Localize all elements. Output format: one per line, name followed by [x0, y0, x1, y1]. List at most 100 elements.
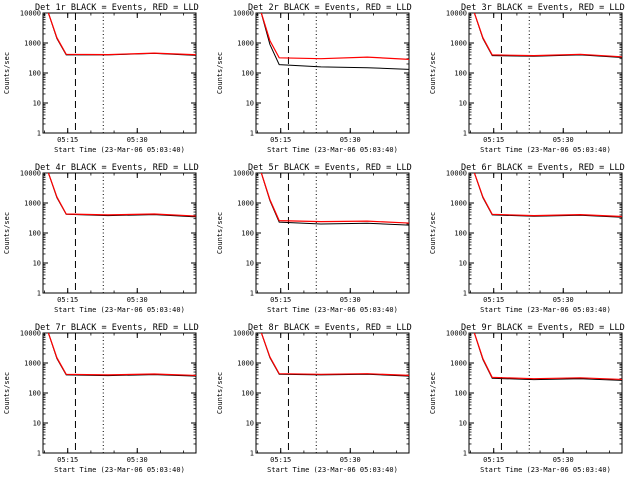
plot-area: [47, 13, 196, 133]
x-axis-label: Start Time (23-Mar-06 05:03:40): [480, 306, 611, 314]
x-axis-label: Start Time (23-Mar-06 05:03:40): [54, 306, 185, 314]
y-tick-label: 100: [454, 390, 467, 398]
y-tick-label: 10000: [446, 10, 467, 18]
x-axis-label: Start Time (23-Mar-06 05:03:40): [267, 466, 398, 474]
x-tick-label: 05:15: [270, 296, 291, 304]
x-tick-label: 05:30: [553, 456, 574, 464]
plot-frame: [468, 332, 623, 454]
y-tick-label: 100: [454, 70, 467, 78]
events-series-line: [473, 13, 622, 59]
lld-series-line: [47, 173, 196, 217]
events-series-line: [47, 13, 196, 56]
y-tick-label: 100: [28, 70, 41, 78]
x-axis-label: Start Time (23-Mar-06 05:03:40): [54, 466, 185, 474]
plot-frame: [42, 172, 197, 294]
plot-frame: [468, 172, 623, 294]
lld-series-line: [47, 333, 196, 377]
y-tick-label: 10000: [20, 10, 41, 18]
y-axis-label: Counts/sec: [216, 372, 224, 414]
panel-3: Det 3r BLACK = Events, RED = LLD 1 10 100 10…: [429, 3, 625, 154]
plot-frame: [468, 12, 623, 134]
plot-area: [260, 173, 409, 293]
panel-7: Det 7r BLACK = Events, RED = LLD 1 10 100 10…: [3, 323, 199, 474]
lld-series-line: [473, 13, 622, 58]
y-tick-label: 10: [246, 420, 254, 428]
x-axis-label: Start Time (23-Mar-06 05:03:40): [54, 146, 185, 154]
y-tick-label: 1000: [450, 40, 467, 48]
y-tick-label: 1: [250, 130, 254, 138]
x-tick-label: 05:30: [340, 136, 361, 144]
y-tick-label: 10: [459, 100, 467, 108]
y-tick-label: 1: [37, 290, 41, 298]
y-tick-label: 1000: [24, 200, 41, 208]
y-tick-label: 1000: [237, 40, 254, 48]
y-tick-label: 10000: [20, 170, 41, 178]
panel-title: Det 8r BLACK = Events, RED = LLD: [248, 323, 412, 333]
y-tick-label: 10: [246, 260, 254, 268]
plot-area: [473, 173, 622, 293]
plot-frame: [42, 332, 197, 454]
x-tick-label: 05:30: [340, 296, 361, 304]
panel-title: Det 3r BLACK = Events, RED = LLD: [461, 3, 625, 13]
y-tick-label: 1: [250, 450, 254, 458]
x-tick-label: 05:15: [57, 296, 78, 304]
events-series-line: [473, 333, 622, 381]
lld-series-line: [47, 13, 196, 56]
y-tick-label: 1000: [450, 200, 467, 208]
lld-series-line: [473, 173, 622, 218]
plot-frame: [255, 12, 410, 134]
panel-8: Det 8r BLACK = Events, RED = LLD 1 10 100 10…: [216, 323, 412, 474]
y-axis-label: Counts/sec: [3, 372, 11, 414]
lld-series-line: [260, 173, 409, 224]
panel-title: Det 2r BLACK = Events, RED = LLD: [248, 3, 412, 13]
y-tick-label: 10000: [233, 10, 254, 18]
x-tick-label: 05:30: [553, 296, 574, 304]
events-series-line: [260, 333, 409, 377]
y-tick-label: 100: [28, 390, 41, 398]
y-tick-label: 100: [241, 390, 254, 398]
plot-frame: [255, 172, 410, 294]
y-tick-label: 10: [459, 420, 467, 428]
x-axis-label: Start Time (23-Mar-06 05:03:40): [267, 146, 398, 154]
y-tick-label: 1000: [450, 360, 467, 368]
panel-4: Det 4r BLACK = Events, RED = LLD 1 10 100 10…: [3, 163, 199, 314]
y-tick-label: 1: [250, 290, 254, 298]
y-axis-label: Counts/sec: [216, 52, 224, 94]
x-axis-label: Start Time (23-Mar-06 05:03:40): [267, 306, 398, 314]
y-tick-label: 100: [241, 70, 254, 78]
y-tick-label: 100: [28, 230, 41, 238]
x-tick-label: 05:30: [127, 456, 148, 464]
plot-frame: [255, 332, 410, 454]
y-tick-label: 10: [246, 100, 254, 108]
panel-6: Det 6r BLACK = Events, RED = LLD 1 10 100 10…: [429, 163, 625, 314]
y-axis-label: Counts/sec: [3, 212, 11, 254]
y-tick-label: 10: [33, 260, 41, 268]
y-tick-label: 1000: [24, 360, 41, 368]
plot-area: [473, 333, 622, 453]
y-tick-label: 1000: [237, 360, 254, 368]
y-tick-label: 1000: [237, 200, 254, 208]
x-tick-label: 05:15: [483, 296, 504, 304]
panel-title: Det 1r BLACK = Events, RED = LLD: [35, 3, 199, 13]
x-tick-label: 05:30: [127, 296, 148, 304]
y-tick-label: 1: [463, 450, 467, 458]
x-axis-label: Start Time (23-Mar-06 05:03:40): [480, 146, 611, 154]
events-series-line: [47, 173, 196, 218]
x-tick-label: 05:15: [270, 456, 291, 464]
plot-area: [47, 173, 196, 293]
y-tick-label: 1000: [24, 40, 41, 48]
plot-frame: [42, 12, 197, 134]
y-tick-label: 10: [33, 100, 41, 108]
y-tick-label: 10000: [20, 330, 41, 338]
y-tick-label: 10000: [446, 330, 467, 338]
x-tick-label: 05:15: [483, 136, 504, 144]
x-tick-label: 05:15: [270, 136, 291, 144]
x-tick-label: 05:30: [553, 136, 574, 144]
panel-2: Det 2r BLACK = Events, RED = LLD 1 10 100 10…: [216, 3, 412, 154]
y-tick-label: 1: [37, 130, 41, 138]
plot-area: [473, 13, 622, 133]
y-tick-label: 10: [33, 420, 41, 428]
plot-area: [47, 333, 196, 453]
y-axis-label: Counts/sec: [3, 52, 11, 94]
plot-area: [260, 13, 409, 133]
